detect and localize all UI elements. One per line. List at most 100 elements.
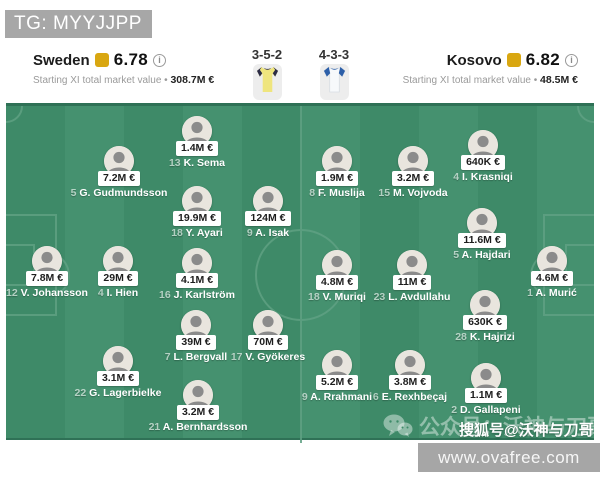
player-home[interactable]: 70M € 17 V. Gyökeres (208, 310, 328, 363)
home-team-name: Sweden (33, 51, 90, 69)
player-number: 28 (455, 331, 467, 343)
player-away[interactable]: 11M €23 L. Avdullahu (352, 250, 472, 303)
player-away[interactable]: 630K €28 K. Hajrizi (425, 290, 545, 343)
player-name: 18 Y. Ayari (171, 227, 223, 239)
wechat-icon (383, 414, 413, 437)
player-home[interactable]: 39M €7 L. Bergvall (136, 310, 256, 363)
player-number: 2 (451, 404, 458, 416)
player-away[interactable]: 3.2M €15 M. Vojvoda (353, 146, 473, 199)
player-number: 22 (74, 387, 87, 399)
player-number: 9 (246, 227, 253, 239)
away-formation-label: 4-3-3 (318, 47, 350, 62)
player-home[interactable]: 124M €9 A. Isak (208, 186, 328, 239)
player-market-value: 124M € (245, 211, 291, 226)
player-market-value: 4.6M € (530, 271, 574, 286)
sohu-watermark: 搜狐号@沃神与刀哥 (459, 422, 594, 439)
player-number: 12 (6, 287, 18, 299)
player-market-value: 1.4M € (175, 141, 219, 156)
away-rating: 6.82 (525, 50, 560, 69)
player-lastname: M. Vojvoda (392, 187, 448, 199)
player-name: 9 A. Isak (247, 227, 289, 239)
home-formation-label: 3-5-2 (251, 47, 283, 62)
player-home[interactable]: 19.9M €18 Y. Ayari (137, 186, 257, 239)
player-number: 1 (527, 287, 533, 299)
player-away[interactable]: 11.6M €5 A. Hajdari (422, 208, 542, 261)
football-pitch: 7.8M €12 V. Johansson 7.2M €5 G. Gudmunds… (6, 103, 594, 443)
player-lastname: F. Muslija (318, 187, 365, 199)
player-away[interactable]: 640K €4 I. Krasniqi (423, 130, 543, 183)
home-market-label: Starting XI total market value • (33, 75, 171, 86)
player-lastname: I. Krasniqi (462, 171, 513, 183)
home-jersey-icon (252, 64, 282, 100)
player-market-value: 11.6M € (458, 233, 506, 248)
player-home[interactable]: 7.2M €5 G. Gudmundsson (59, 146, 179, 199)
player-number: 21 (148, 421, 161, 433)
player-market-value: 29M € (98, 271, 138, 286)
player-name: 8 F. Muslija (309, 187, 364, 199)
away-team-name: Kosovo (446, 51, 502, 69)
wechat-watermark: 公众号：沃神与刀哥 (383, 411, 600, 441)
player-number: 6 (372, 391, 379, 403)
player-lastname: G. Lagerbielke (89, 387, 162, 399)
away-formation: 4-3-3 (304, 47, 364, 100)
player-away[interactable]: 1.1M €2 D. Gallapeni (426, 363, 546, 416)
player-lastname: A. Murić (535, 287, 577, 299)
player-home[interactable]: 7.8M €12 V. Johansson (0, 246, 107, 299)
player-number: 23 (373, 291, 386, 303)
player-number: 16 (159, 289, 171, 301)
player-home[interactable]: 3.2M €21 A. Bernhardsson (138, 380, 258, 433)
player-market-value: 3.2M € (391, 171, 435, 186)
player-lastname: K. Sema (183, 157, 226, 169)
player-name: 5 G. Gudmundsson (71, 187, 168, 199)
player-lastname: I. Hien (106, 287, 139, 299)
player-name: 1 A. Murić (527, 287, 577, 299)
player-away[interactable]: 4.6M €1 A. Murić (492, 246, 600, 299)
home-market-value-line: Starting XI total market value • 308.7M … (33, 74, 214, 86)
player-name: 7 L. Bergvall (165, 351, 227, 363)
player-home[interactable]: 3.1M €22 G. Lagerbielke (58, 346, 178, 399)
player-name: 6 E. Rexhbeçaj (373, 391, 447, 403)
player-market-value: 1.9M € (315, 171, 359, 186)
player-number: 18 (171, 227, 183, 239)
player-number: 4 (97, 287, 104, 299)
home-market-value: 308.7M € (170, 74, 215, 86)
player-lastname: K. Hajrizi (469, 331, 515, 343)
player-away[interactable]: 4.8M €18 V. Muriqi (277, 250, 397, 303)
player-name: 21 A. Bernhardsson (149, 421, 248, 433)
home-formation: 3-5-2 (237, 47, 297, 100)
player-home[interactable]: 4.1M €16 J. Karlström (137, 248, 257, 301)
player-market-value: 630K € (463, 315, 507, 330)
player-home[interactable]: 29M €4 I. Hien (58, 246, 178, 299)
site-watermark: www.ovafree.com (418, 443, 600, 472)
player-home[interactable]: 1.4M €13 K. Sema (137, 116, 257, 169)
player-name: 2 D. Gallapeni (451, 404, 520, 416)
player-number: 15 (378, 187, 391, 199)
player-name: 13 K. Sema (169, 157, 225, 169)
player-number: 5 (70, 187, 77, 199)
away-info-icon[interactable]: i (565, 53, 578, 67)
player-name: 28 K. Hajrizi (455, 331, 515, 343)
player-name: 5 A. Hajdari (453, 249, 510, 261)
player-lastname: A. Isak (255, 227, 290, 239)
player-away[interactable]: 5.2M €9 A. Rrahmani (277, 350, 397, 403)
player-market-value: 7.8M € (25, 271, 69, 286)
player-name: 4 I. Hien (98, 287, 138, 299)
player-number: 5 (453, 249, 460, 261)
player-away[interactable]: 1.9M €8 F. Muslija (277, 146, 397, 199)
player-number: 17 (230, 351, 243, 363)
away-rating-badge (506, 53, 521, 67)
player-name: 4 I. Krasniqi (453, 171, 513, 183)
wechat-watermark-text: 公众号：沃神与刀哥 (419, 416, 600, 439)
player-away[interactable]: 3.8M €6 E. Rexhbeçaj (350, 350, 470, 403)
player-market-value: 7.2M € (97, 171, 141, 186)
home-rating-badge (94, 53, 109, 67)
player-lastname: V. Gyökeres (245, 351, 306, 363)
home-info-icon[interactable]: i (152, 53, 166, 67)
tg-watermark: TG: MYYJJPP (5, 10, 152, 38)
player-number: 7 (164, 351, 171, 363)
player-name: 16 J. Karlström (159, 289, 235, 301)
player-avatar (253, 310, 283, 340)
player-market-value: 70M € (248, 335, 288, 350)
player-number: 8 (309, 187, 316, 199)
